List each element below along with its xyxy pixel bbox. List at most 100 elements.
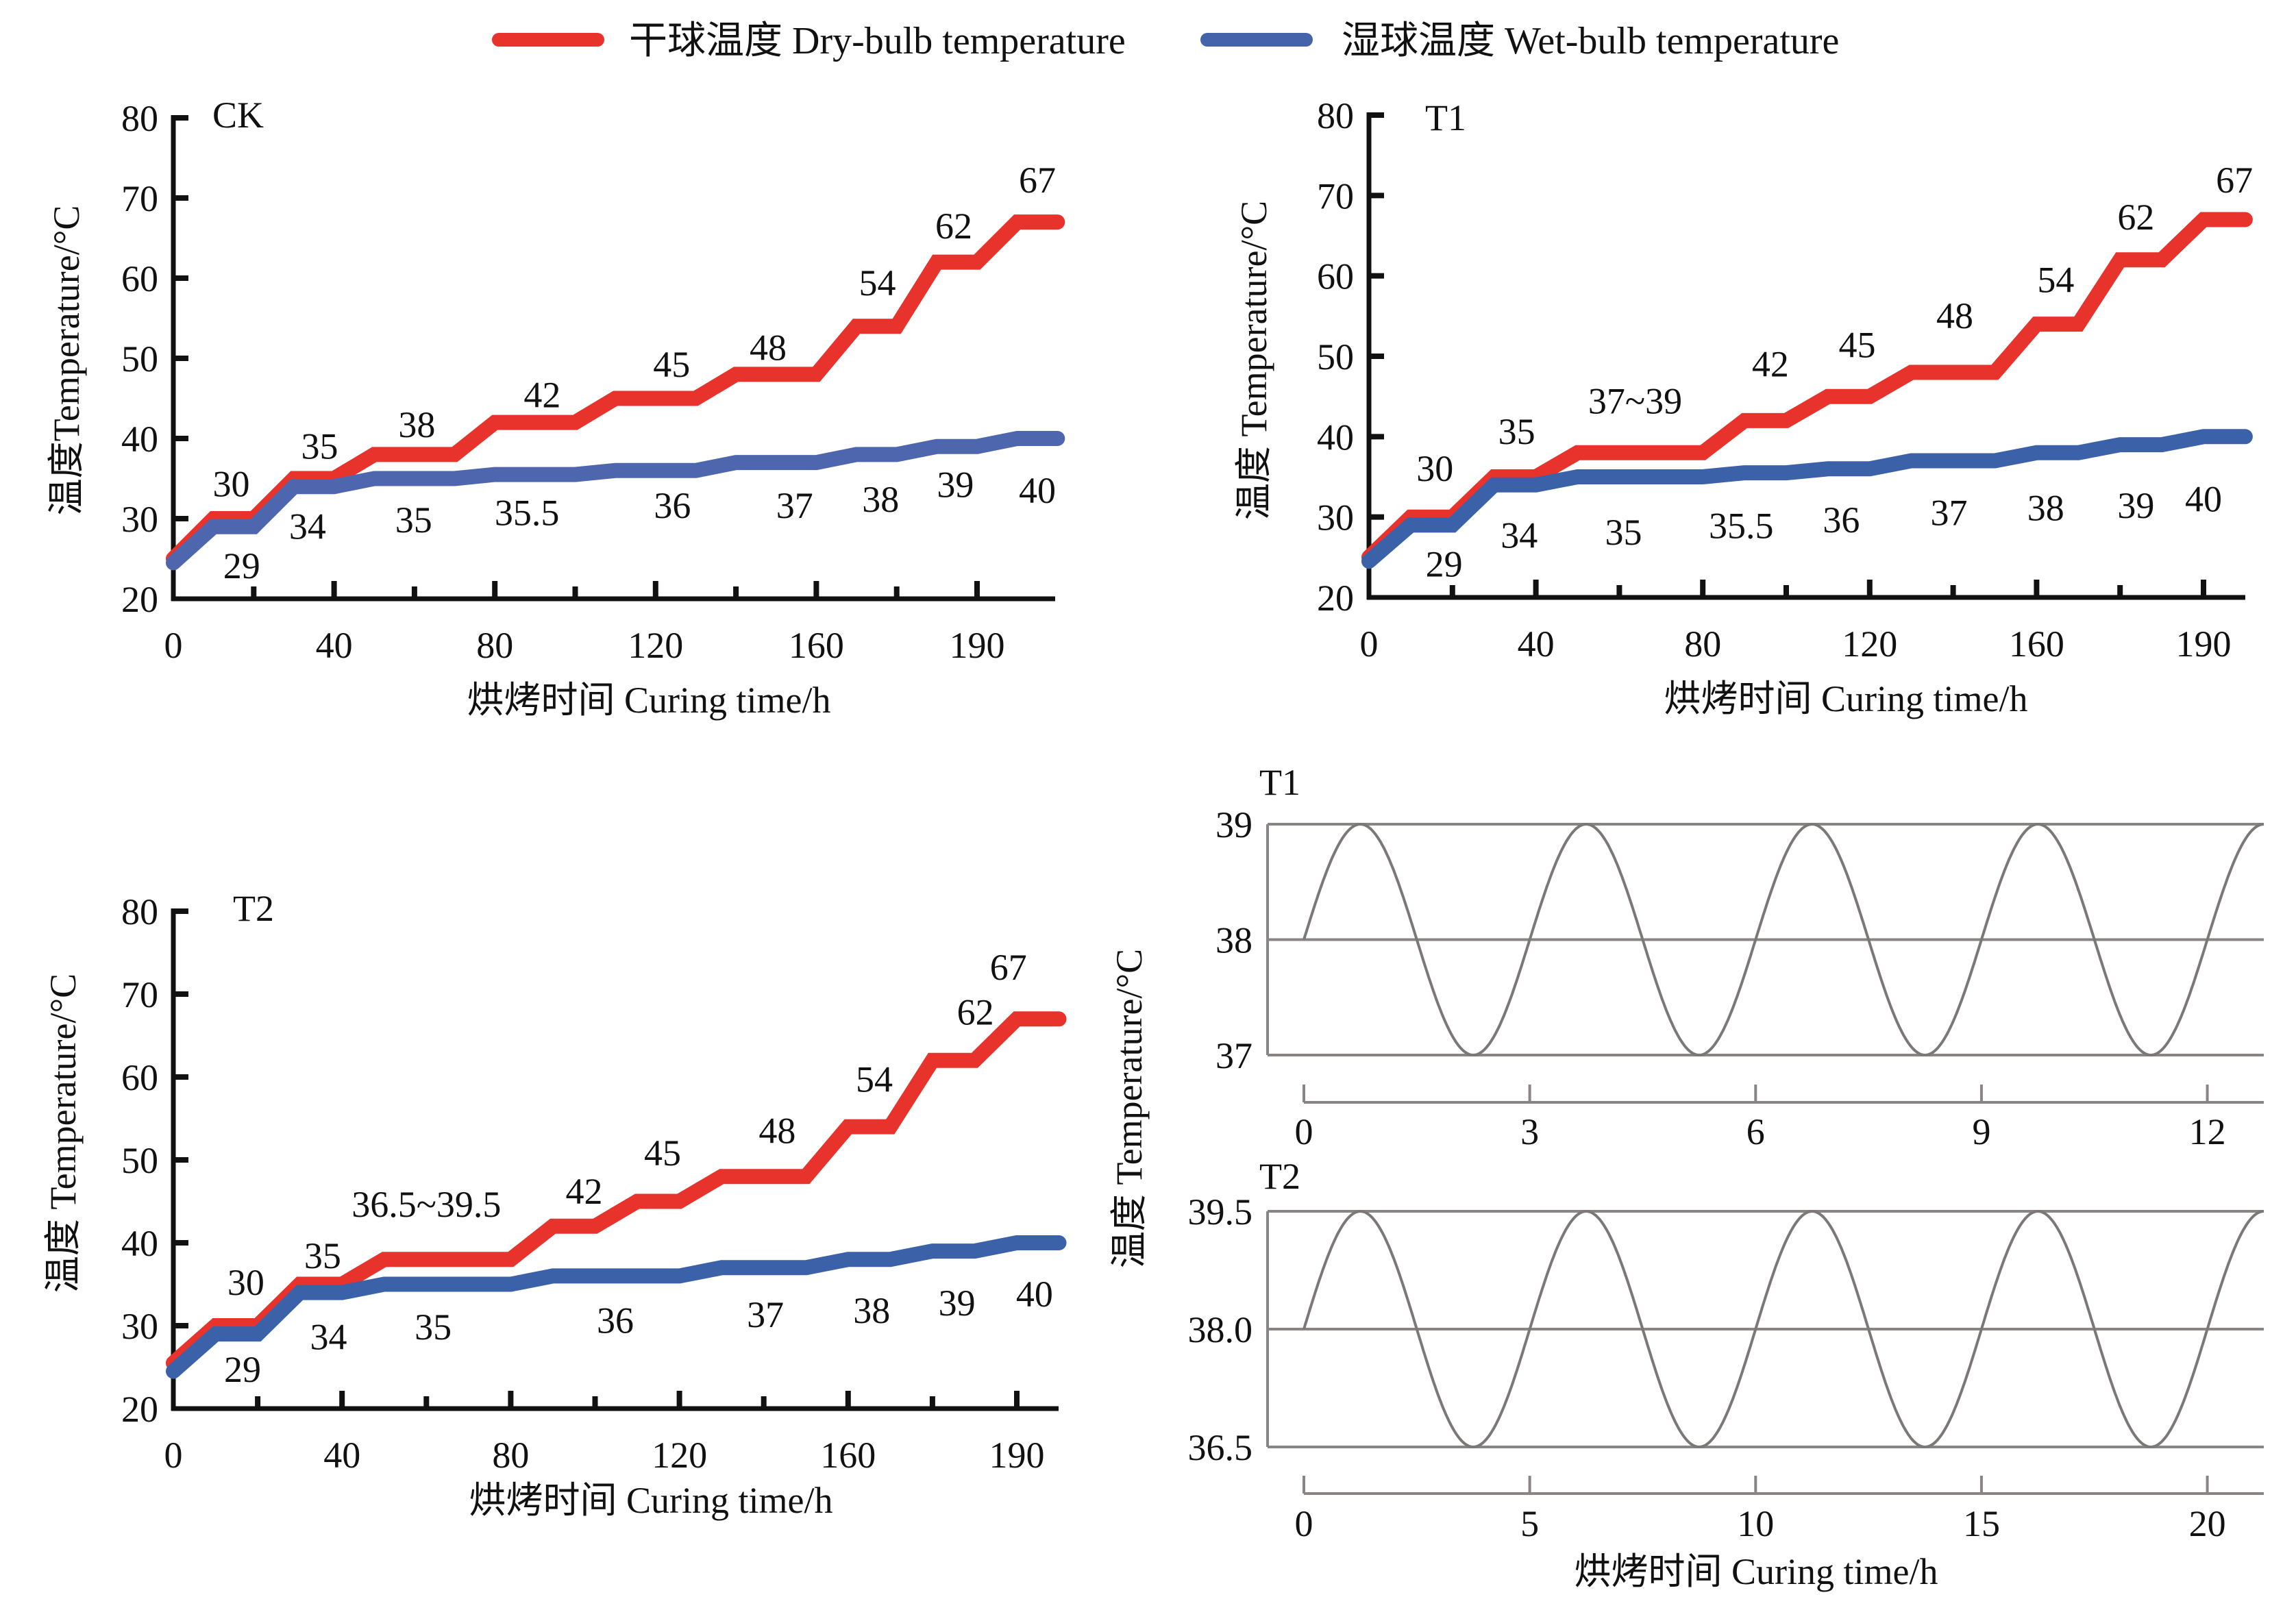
data-label: 40	[1016, 1274, 1053, 1315]
x-tick-label: 0	[164, 625, 183, 666]
data-label: 38	[862, 479, 899, 520]
y-tick-label: 80	[121, 891, 158, 932]
x-tick-label: 15	[1963, 1503, 2000, 1544]
data-label: 40	[2185, 479, 2222, 520]
panel-sine-t1: 37 38 39 0 3 6 9 12 T1	[1215, 762, 2264, 1152]
data-label: 62	[2117, 197, 2154, 238]
y-tick-label: 70	[1317, 175, 1354, 216]
x-tick-label: 160	[820, 1435, 876, 1476]
y-tick-label: 20	[121, 1389, 158, 1430]
x-tick-label: 160	[789, 625, 844, 666]
x-tick-label: 0	[1295, 1503, 1313, 1544]
y-tick-label: 40	[121, 1223, 158, 1264]
data-label: 48	[750, 327, 787, 369]
y-axis-title: 温度 Temperature/°C	[1233, 201, 1274, 520]
y-tick-label: 20	[121, 579, 158, 620]
panel-title: T1	[1425, 97, 1466, 138]
y-tick-label: 38	[1215, 920, 1252, 961]
x-axis-title: 烘烤时间 Curing time/h	[1664, 678, 2028, 719]
data-label: 45	[644, 1132, 681, 1174]
x-axis-title: 烘烤时间 Curing time/h	[467, 680, 831, 721]
data-label: 54	[859, 262, 896, 304]
data-label: 42	[565, 1171, 602, 1212]
data-label: 30	[1416, 448, 1453, 489]
data-label: 62	[935, 206, 972, 247]
panel-title: T1	[1259, 762, 1300, 803]
x-tick-label: 190	[989, 1435, 1045, 1476]
x-tick-label: 12	[2189, 1111, 2226, 1152]
data-label: 36.5~39.5	[351, 1184, 501, 1225]
x-tick-label: 9	[1972, 1111, 1990, 1152]
data-label: 29	[223, 545, 260, 586]
data-label: 45	[653, 344, 690, 385]
x-tick-label: 80	[492, 1435, 529, 1476]
series-line-dry	[166, 214, 1065, 567]
y-tick-label: 39.5	[1188, 1191, 1253, 1233]
series-line-dry	[166, 1011, 1067, 1371]
data-label: 45	[1839, 324, 1876, 365]
data-label: 62	[957, 991, 994, 1032]
y-tick-label: 39	[1215, 804, 1252, 845]
x-tick-label: 40	[316, 625, 353, 666]
panel-t1: 20 30 40 50 60 70 80 0 40 80 120 160 190 30 35 37~39 42 4…	[1233, 95, 2253, 719]
x-tick-label: 80	[1684, 623, 1721, 665]
x-tick-label: 6	[1746, 1111, 1765, 1152]
x-tick-label: 190	[950, 625, 1005, 666]
data-label: 38	[2027, 488, 2064, 529]
legend: 干球温度 Dry-bulb temperature 湿球温度 Wet-bulb …	[492, 20, 1839, 62]
data-label: 35	[415, 1307, 452, 1348]
x-tick-label: 3	[1520, 1111, 1539, 1152]
x-axis-title: 烘烤时间 Curing time/h	[469, 1480, 833, 1521]
series-line-wet	[1361, 429, 2253, 569]
y-tick-label: 60	[121, 258, 158, 299]
data-label: 67	[1019, 160, 1056, 201]
panel-title: T2	[233, 888, 274, 929]
x-tick-label: 80	[476, 625, 513, 666]
y-tick-label: 38.0	[1188, 1309, 1253, 1350]
data-label: 35	[304, 1235, 341, 1276]
series-line-wet	[166, 1235, 1067, 1379]
data-label: 42	[1752, 344, 1789, 385]
data-label: 35.5	[1709, 505, 1774, 546]
data-label: 29	[224, 1349, 261, 1390]
data-label: 35.5	[495, 493, 560, 534]
y-tick-label: 20	[1317, 578, 1354, 619]
y-tick-label: 50	[121, 338, 158, 380]
data-label: 36	[1823, 499, 1860, 541]
data-label: 30	[227, 1262, 264, 1303]
y-tick-label: 40	[121, 419, 158, 460]
x-tick-label: 160	[2009, 623, 2064, 665]
panel-ck: 20 30 40 50 60 70 80 0 40 80 120 160 190 30 35 38 42 45 48…	[46, 95, 1065, 721]
data-label: 37~39	[1588, 381, 1682, 422]
x-tick-label: 0	[1295, 1111, 1313, 1152]
x-tick-label: 40	[323, 1435, 360, 1476]
data-label: 34	[310, 1317, 347, 1358]
y-tick-label: 30	[121, 499, 158, 540]
data-label: 39	[2117, 485, 2154, 526]
data-label: 40	[1019, 470, 1056, 511]
y-tick-label: 80	[121, 98, 158, 139]
data-label: 54	[856, 1059, 893, 1100]
sine-curve	[1303, 822, 2264, 1057]
sine-y-axis-title: 温度 Temperature/°C	[1109, 949, 1150, 1268]
panel-title: T2	[1259, 1156, 1300, 1197]
panel-title: CK	[212, 95, 264, 136]
y-axis-title: 温度 Temperature/°C	[42, 974, 84, 1293]
data-label: 37	[747, 1294, 784, 1335]
x-tick-label: 5	[1520, 1503, 1539, 1544]
x-tick-label: 120	[1842, 623, 1897, 665]
data-label: 42	[523, 375, 560, 416]
data-label: 34	[289, 506, 326, 547]
data-label: 39	[937, 465, 974, 506]
data-label: 30	[212, 464, 249, 505]
data-label: 35	[1605, 512, 1642, 553]
data-label: 48	[758, 1110, 795, 1151]
y-tick-label: 50	[1317, 336, 1354, 377]
y-tick-label: 70	[121, 178, 158, 219]
data-label: 38	[398, 404, 435, 445]
x-tick-label: 0	[164, 1435, 183, 1476]
data-label: 35	[1498, 411, 1535, 452]
